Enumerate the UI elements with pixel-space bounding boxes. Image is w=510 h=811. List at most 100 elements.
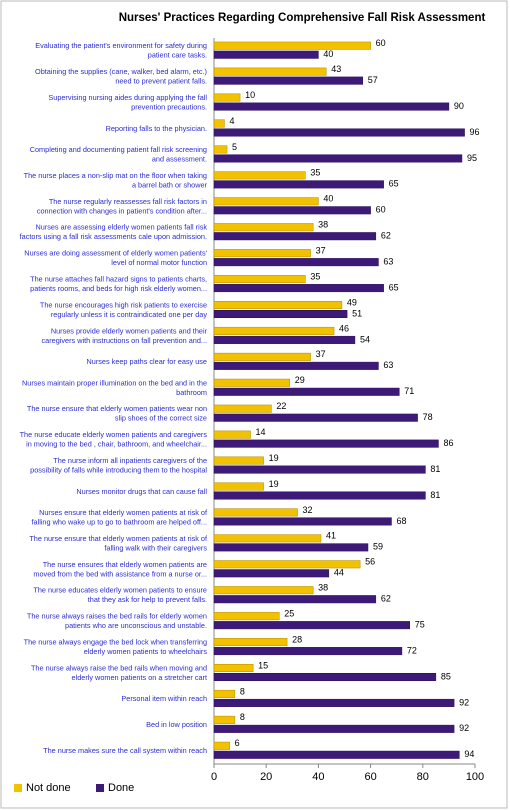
value-label: 6 [235, 738, 240, 748]
value-label: 4 [229, 116, 234, 126]
bar [213, 361, 379, 370]
category-label-line: factors using a fall risk assessments ca… [20, 232, 207, 241]
legend-swatch [14, 784, 22, 792]
category-label-line: regularly unless it is contraindicated o… [51, 310, 208, 319]
legend-label: Not done [26, 782, 71, 794]
category-label-line: The nurse ensure that elderly women pati… [29, 534, 208, 543]
bar [213, 284, 384, 293]
category-label-line: Nurses keep paths clear for easy use [87, 357, 207, 366]
bar [213, 612, 280, 621]
bar [213, 275, 306, 284]
value-label: 8 [240, 712, 245, 722]
category-label-line: patients who are unconscious and unstabl… [65, 621, 207, 630]
category-label-line: Nurses maintain proper illumination on t… [22, 378, 207, 387]
bar [213, 102, 450, 111]
category-label: The nurse always raise the bed rails whe… [31, 663, 207, 682]
bar [213, 387, 400, 396]
category-label: Nurses maintain proper illumination on t… [22, 378, 207, 397]
value-label: 44 [334, 568, 344, 578]
bar [213, 664, 254, 672]
category-label: Nurses provide elderly women patients an… [42, 326, 208, 345]
category-label-line: The nurse educates elderly women patient… [33, 586, 207, 595]
bar [213, 595, 377, 604]
bar [213, 119, 225, 128]
category-label-line: elderly women patients to wheelchairs [84, 647, 208, 656]
bar [213, 310, 348, 318]
category-label-line: Nurses are assessing elderly women patie… [35, 223, 207, 232]
category-label-line: The nurse regularly reassesses fall risk… [49, 197, 207, 206]
bar [213, 465, 426, 474]
value-label: 62 [381, 594, 391, 604]
bar [213, 673, 437, 681]
category-label-line: Reporting falls to the physician. [106, 124, 207, 133]
bar [213, 326, 335, 335]
bar [213, 569, 330, 578]
value-label: 63 [383, 257, 393, 267]
category-label-line: Nurses ensure that elderly women patient… [39, 508, 208, 517]
x-tick-label: 100 [466, 771, 484, 783]
category-label-line: The nurse makes sure the call system wit… [43, 746, 207, 755]
category-label-line: that they ask for help to prevent falls. [88, 595, 207, 604]
category-label-line: possibility of falls while introducing t… [30, 465, 207, 474]
category-label-line: Nurses provide elderly women patients an… [51, 326, 208, 335]
category-label-line: falling who wake up to go to bathroom ar… [31, 517, 207, 526]
value-label: 49 [347, 297, 357, 307]
bar [213, 638, 288, 647]
value-label: 32 [303, 505, 313, 515]
category-label-line: The nurse ensure that elderly women pati… [27, 404, 207, 413]
category-label: Completing and documenting patient fall … [30, 145, 207, 164]
bar [213, 413, 418, 422]
x-tick-label: 20 [260, 771, 272, 783]
category-label-line: a barrel bath or shower [132, 180, 208, 189]
category-label-line: falling walk with their caregivers [104, 543, 207, 552]
bar [213, 534, 322, 543]
category-label-line: connection with changes in patient's con… [37, 206, 207, 215]
category-label-line: The nurse always raises the bed rails fo… [27, 612, 207, 621]
value-label: 37 [316, 349, 326, 359]
value-label: 40 [323, 194, 333, 204]
category-label: Supervising nursing aides during applyin… [48, 93, 207, 112]
value-label: 46 [339, 323, 349, 333]
bar [213, 223, 314, 232]
bar [213, 197, 319, 206]
bar [213, 439, 439, 448]
bar [213, 145, 228, 154]
value-label: 25 [284, 609, 294, 619]
bar [213, 335, 356, 344]
category-label: The nurse ensure that elderly women pati… [29, 534, 208, 553]
category-label: Obtaining the supplies (cane, walker, be… [35, 67, 207, 86]
category-label: Nurses monitor drugs that can cause fall [76, 487, 207, 496]
value-label: 85 [441, 671, 451, 681]
bar [213, 698, 455, 707]
value-label: 96 [470, 127, 480, 137]
x-tick-label: 40 [312, 771, 324, 783]
category-label: The nurse ensure that elderly women pati… [27, 404, 207, 423]
bar [213, 154, 463, 163]
bar [213, 621, 410, 630]
value-label: 14 [256, 427, 266, 437]
category-label-line: The nurse encourages high risk patients … [40, 300, 207, 309]
value-label: 19 [269, 453, 279, 463]
category-label: The nurse always engage the bed lock whe… [24, 637, 208, 656]
bar [213, 543, 369, 552]
category-label: Personal item within reach [121, 694, 207, 703]
bar [213, 41, 371, 50]
value-label: 56 [365, 557, 375, 567]
category-label-line: Supervising nursing aides during applyin… [48, 93, 207, 102]
category-label-line: Completing and documenting patient fall … [30, 145, 207, 154]
category-label-line: The nurse educate elderly women patients… [20, 430, 208, 439]
value-label: 28 [292, 634, 302, 644]
value-label: 40 [323, 49, 333, 59]
category-label-line: Nurses are doing assessment of elderly w… [24, 249, 207, 258]
value-label: 65 [389, 179, 399, 189]
category-label-line: Nurses monitor drugs that can cause fall [76, 487, 207, 496]
category-label: Nurses are doing assessment of elderly w… [24, 249, 207, 268]
value-label: 78 [423, 412, 433, 422]
x-tick-label: 60 [364, 771, 376, 783]
value-label: 35 [310, 168, 320, 178]
category-label-line: prevention precautions. [131, 102, 207, 111]
value-label: 15 [258, 660, 268, 670]
bar [213, 741, 230, 750]
value-label: 65 [389, 282, 399, 292]
value-label: 81 [430, 490, 440, 500]
